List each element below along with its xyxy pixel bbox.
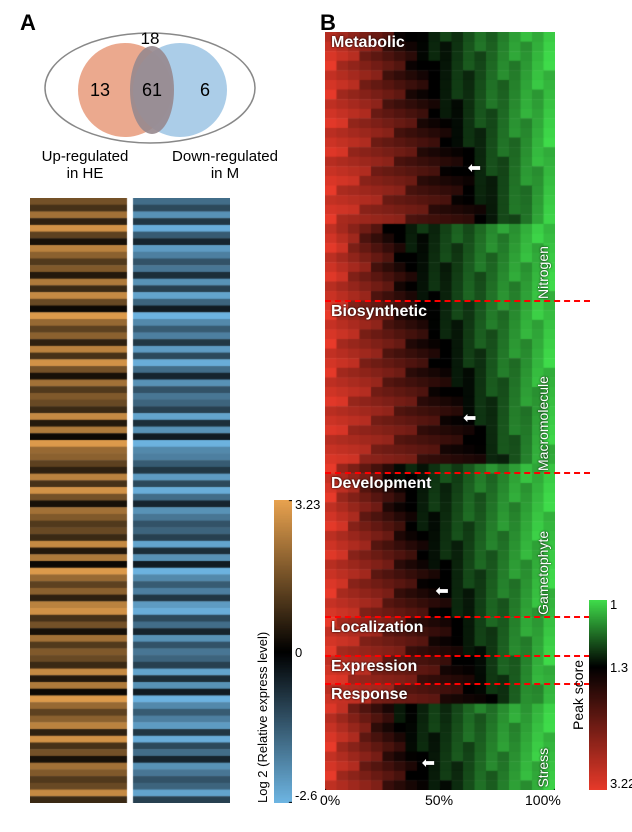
venn-left-label: Up-regulated in HE: [20, 148, 150, 182]
heatmap-a-canvas: [30, 198, 230, 803]
section-vertical-label: Stress: [535, 688, 551, 788]
heatmap-b-canvas: [325, 32, 555, 790]
section-divider: [325, 616, 590, 618]
colorbar-a-canvas: [274, 500, 292, 803]
venn-right-label: Down-regulated in M: [150, 148, 300, 182]
x-tick-1: 50%: [425, 792, 453, 808]
section-vertical-label: Gametophyte: [535, 477, 551, 615]
heatmap-b: Metabolic Nitrogen ⬅ Biosynthetic Macromolec…: [325, 32, 555, 790]
x-tick-2: 100%: [525, 792, 561, 808]
arrow-icon: ⬅: [422, 753, 435, 773]
colorbar-b: Peak score 1 1.3 3.22: [570, 600, 630, 790]
panel-a-label: A: [20, 10, 36, 36]
colorbar-b-bot: 3.22: [610, 776, 632, 791]
colorbar-a-label: Log 2 (Relative express level): [255, 500, 270, 803]
arrow-icon: ⬅: [435, 581, 448, 601]
arrow-icon: ⬅: [468, 158, 481, 178]
colorbar-b-mid: 1.3: [610, 660, 628, 675]
colorbar-a-mid: 0: [295, 645, 302, 660]
colorbar-b-top: 1: [610, 597, 617, 612]
colorbar-a-min: -2.6: [295, 788, 317, 803]
section-label: Expression: [331, 658, 417, 676]
svg-text:61: 61: [142, 80, 162, 100]
section-label: Localization: [331, 619, 423, 637]
svg-text:18: 18: [141, 29, 160, 48]
venn-diagram: 18 13 61 6: [40, 20, 260, 150]
colorbar-b-canvas: [589, 600, 607, 790]
section-vertical-label: Macromolecule: [535, 331, 551, 471]
section-label: Metabolic: [331, 34, 405, 52]
section-label: Development: [331, 475, 431, 493]
x-tick-0: 0%: [320, 792, 340, 808]
section-label: Biosynthetic: [331, 303, 427, 321]
section-vertical-label: Nitrogen: [535, 159, 551, 299]
section-label: Response: [331, 686, 407, 704]
colorbar-a: Log 2 (Relative express level) 3.23 0 -2…: [255, 500, 310, 803]
heatmap-a: [30, 198, 230, 803]
colorbar-a-max: 3.23: [295, 497, 320, 512]
section-divider: [325, 300, 590, 302]
arrow-icon: ⬅: [463, 408, 476, 428]
section-divider: [325, 655, 590, 657]
venn-svg: 18 13 61 6: [40, 20, 260, 150]
colorbar-b-label: Peak score: [570, 600, 586, 790]
svg-text:6: 6: [200, 80, 210, 100]
svg-text:13: 13: [90, 80, 110, 100]
